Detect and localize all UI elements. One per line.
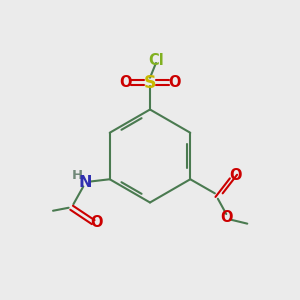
Text: H: H <box>72 169 83 182</box>
Text: S: S <box>144 74 156 92</box>
Text: Cl: Cl <box>148 52 164 68</box>
Text: O: O <box>229 167 242 182</box>
Text: O: O <box>119 75 132 90</box>
Text: N: N <box>78 175 92 190</box>
Text: O: O <box>220 210 233 225</box>
Text: O: O <box>168 75 181 90</box>
Text: O: O <box>90 215 103 230</box>
